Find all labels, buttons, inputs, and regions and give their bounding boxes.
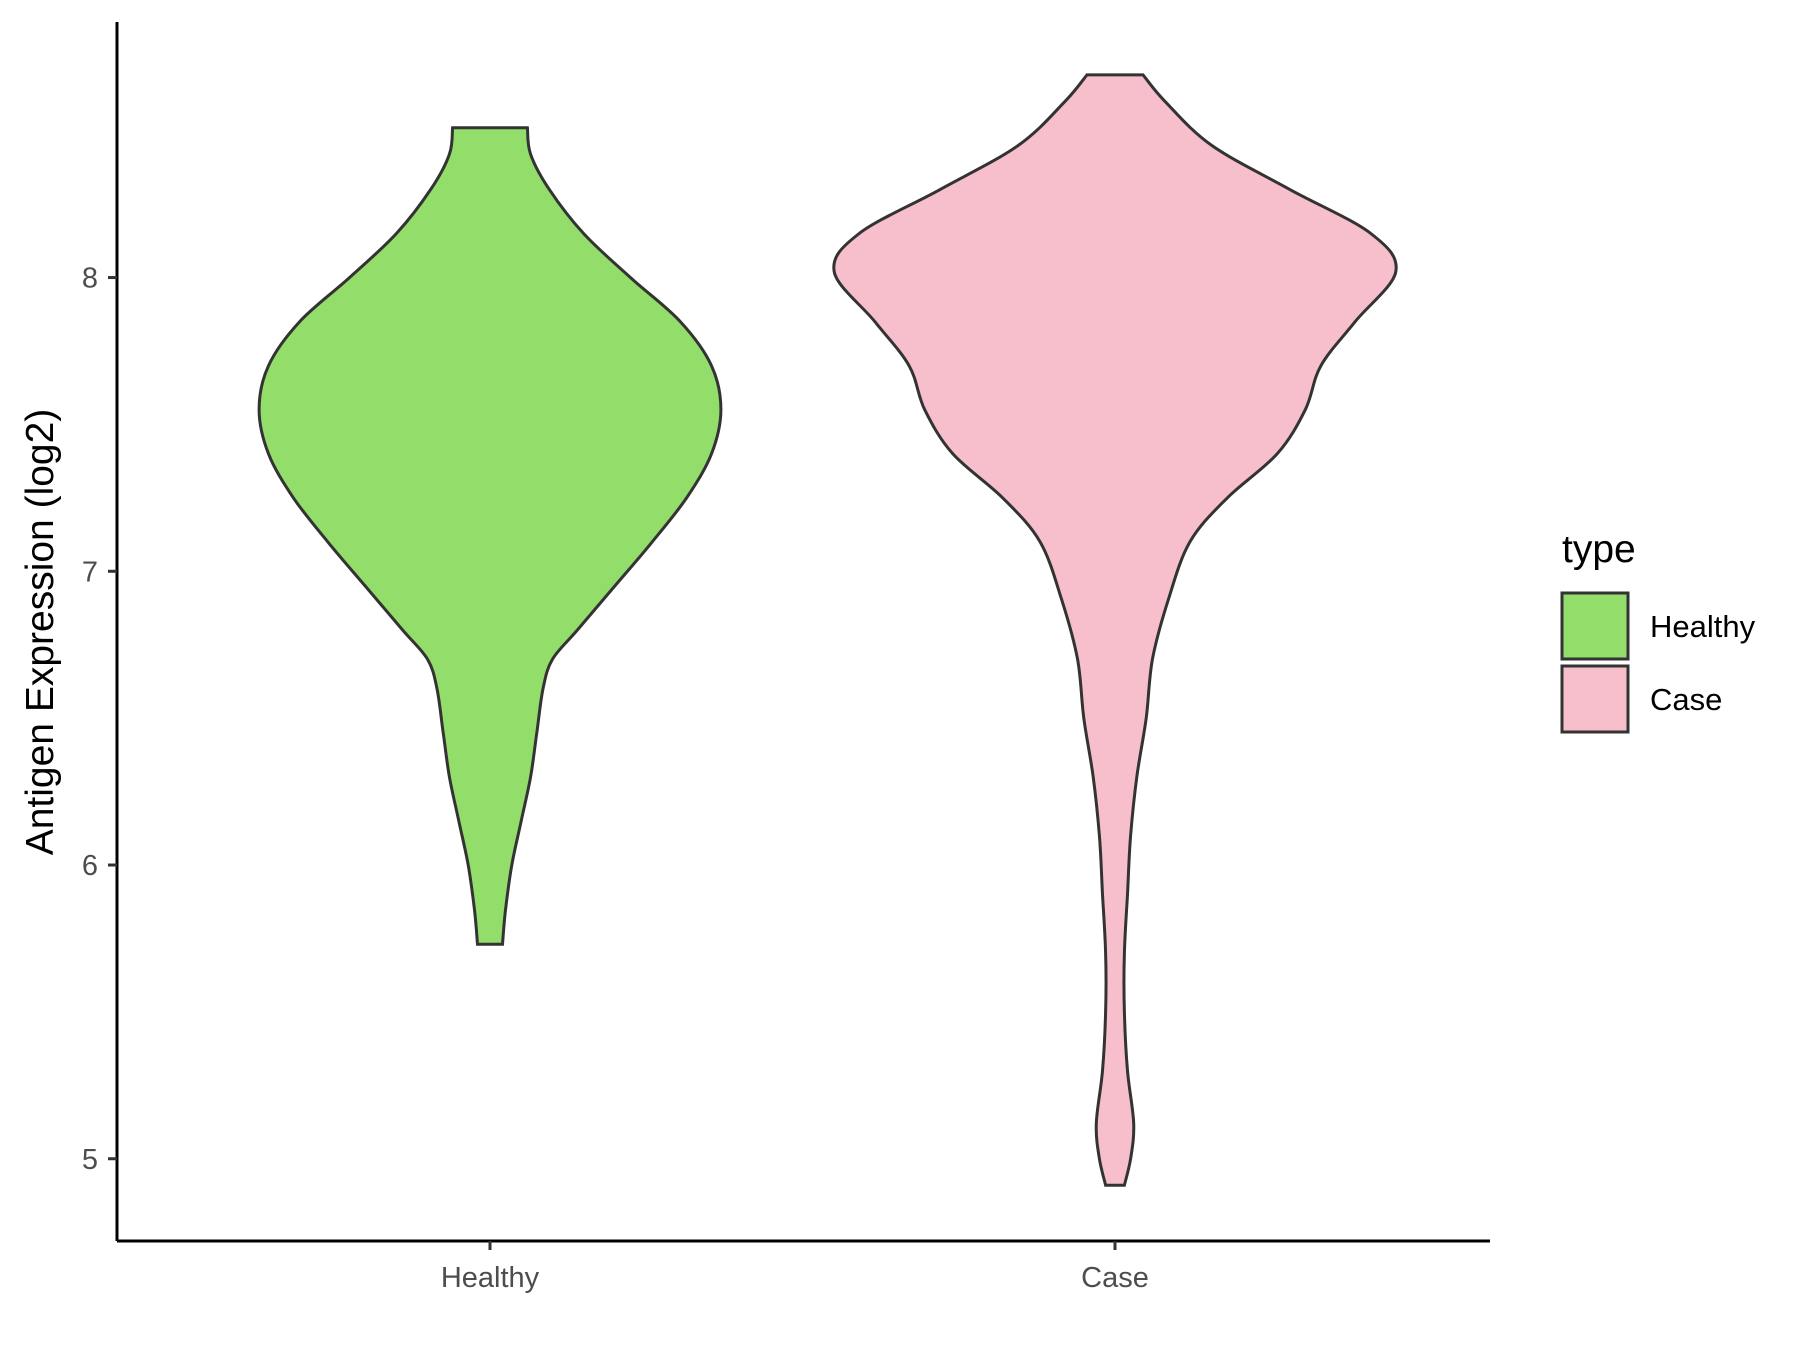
legend-label-healthy: Healthy bbox=[1650, 609, 1756, 644]
x-ticks: Healthy Case bbox=[441, 1241, 1149, 1294]
legend-label-case: Case bbox=[1650, 682, 1722, 717]
legend: type Healthy Case bbox=[1560, 528, 1756, 734]
y-tick-label: 6 bbox=[82, 850, 98, 882]
legend-swatch-healthy bbox=[1560, 591, 1630, 661]
legend-swatch-case bbox=[1560, 664, 1630, 734]
y-ticks: 5 6 7 8 bbox=[82, 263, 117, 1176]
x-tick-label: Case bbox=[1081, 1262, 1149, 1294]
x-tick-label: Healthy bbox=[441, 1262, 540, 1294]
y-tick-label: 5 bbox=[82, 1144, 98, 1176]
violin-case bbox=[832, 73, 1398, 1187]
legend-title: type bbox=[1562, 528, 1636, 571]
y-tick-label: 7 bbox=[82, 556, 98, 588]
y-tick-label: 8 bbox=[82, 263, 98, 295]
violin-healthy bbox=[257, 126, 723, 946]
legend-entries: Healthy Case bbox=[1560, 591, 1756, 734]
axes bbox=[115, 22, 1490, 1243]
violins-layer bbox=[257, 73, 1398, 1187]
y-axis-title: Antigen Expression (log2) bbox=[19, 409, 62, 856]
